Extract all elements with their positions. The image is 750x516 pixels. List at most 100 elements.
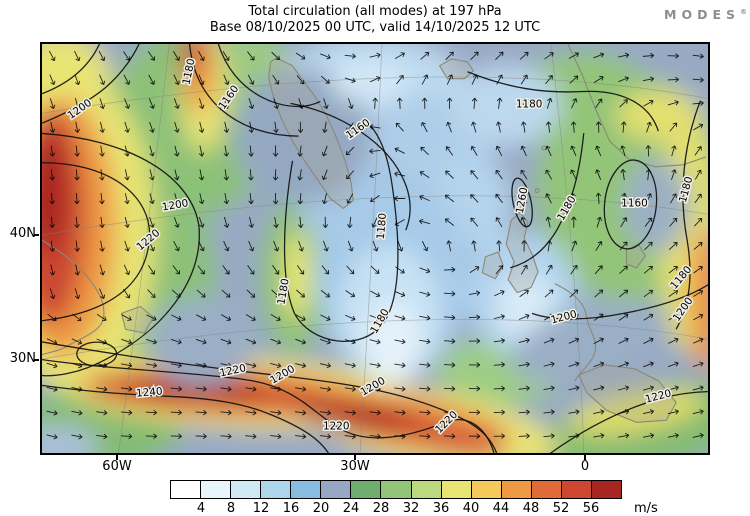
wind-arrow (344, 386, 356, 392)
wind-arrow (471, 97, 478, 109)
wind-arrow (694, 169, 702, 180)
wind-arrow (571, 216, 577, 228)
wind-arrow (692, 361, 704, 368)
colorbar-segment (380, 481, 411, 498)
colorbar-segments (171, 481, 621, 498)
wind-arrow (174, 121, 180, 133)
wind-arrow (147, 264, 155, 275)
wind-arrow (419, 362, 431, 368)
wind-arrow (644, 217, 653, 227)
colorbar-tick-label: 16 (282, 501, 300, 516)
wind-arrow (543, 433, 555, 439)
wind-arrow (197, 50, 205, 62)
wind-arrow (195, 338, 207, 345)
wind-arrow (468, 314, 481, 320)
wind-arrow (520, 264, 528, 275)
wind-arrow (49, 288, 56, 300)
wind-arrow (544, 52, 554, 60)
wind-arrow (394, 147, 405, 154)
wind-arrow (445, 51, 454, 61)
wind-arrow (444, 433, 456, 440)
contour-label: 1240 (136, 385, 163, 399)
wind-arrow (468, 433, 481, 439)
wind-arrow (197, 265, 205, 275)
wind-arrow (74, 193, 80, 205)
wind-arrow (272, 169, 279, 181)
wind-arrow (645, 169, 652, 181)
wind-arrow (692, 409, 704, 415)
wind-arrow (668, 266, 678, 274)
wind-arrow (344, 77, 356, 84)
wind-arrow (223, 98, 230, 109)
wind-arrow (320, 53, 331, 60)
wind-arrow (645, 193, 652, 204)
wind-arrow (347, 216, 353, 228)
wind-arrow (519, 51, 529, 60)
wind-arrow (471, 121, 477, 133)
wind-arrow (246, 289, 256, 298)
wind-arrow (692, 385, 704, 391)
wind-arrow (294, 410, 307, 416)
lon-tick-mark (354, 455, 356, 460)
wind-arrow (322, 240, 329, 252)
wind-arrow (568, 361, 580, 367)
wind-arrow (468, 409, 481, 416)
wind-arrow (593, 313, 604, 321)
wind-arrow (445, 170, 454, 179)
wind-arrow (245, 433, 257, 440)
wind-arrow (170, 362, 182, 369)
wind-arrow (444, 266, 456, 273)
wind-arrow (394, 433, 406, 440)
wind-arrow (471, 240, 477, 252)
wind-arrow (520, 145, 527, 157)
wind-arrow (49, 264, 56, 276)
wind-arrow (445, 146, 454, 156)
wind-arrow (245, 314, 256, 321)
wind-arrow (545, 145, 552, 157)
colorbar-tick-label: 20 (312, 501, 330, 516)
wind-arrow (319, 362, 331, 369)
colorbar-segment (230, 481, 261, 498)
wind-arrow (245, 362, 257, 369)
wind-arrow (569, 289, 579, 298)
colorbar-tick-label: 28 (372, 501, 390, 516)
wind-arrow (49, 240, 56, 252)
wind-arrow (594, 289, 604, 298)
wind-arrow (72, 313, 82, 322)
wind-arrow (642, 385, 654, 391)
wind-arrow (444, 314, 456, 321)
wind-arrow (495, 145, 503, 157)
wind-arrow (74, 240, 80, 252)
wind-arrow (693, 217, 703, 227)
wind-arrow (444, 218, 455, 227)
wind-arrow (521, 121, 527, 133)
wind-arrow (496, 97, 503, 109)
wind-arrow (618, 313, 629, 321)
wind-arrow (446, 97, 453, 109)
wind-arrow (220, 362, 232, 369)
wind-arrow (247, 74, 255, 85)
wind-arrow (74, 98, 81, 110)
wind-arrow (71, 386, 83, 392)
wind-arrow (298, 98, 304, 109)
wind-arrow (369, 362, 381, 369)
wind-arrow (74, 145, 80, 157)
wind-arrow (520, 193, 528, 204)
wind-arrow (693, 313, 704, 321)
wind-arrow (495, 217, 503, 228)
wind-arrow (419, 171, 430, 179)
wind-arrow (618, 433, 630, 439)
wind-arrow (471, 74, 478, 85)
wind-arrow (618, 52, 630, 59)
wind-arrow (419, 409, 431, 416)
wind-arrow (223, 216, 230, 228)
iceland-coast (438, 58, 475, 80)
wind-arrow (372, 240, 379, 252)
wind-arrow (668, 289, 679, 297)
wind-arrow (319, 433, 332, 440)
wind-arrow (346, 265, 355, 275)
colorbar-tick-label: 24 (342, 501, 360, 516)
wind-arrow (99, 240, 105, 252)
wind-arrow (618, 289, 629, 298)
